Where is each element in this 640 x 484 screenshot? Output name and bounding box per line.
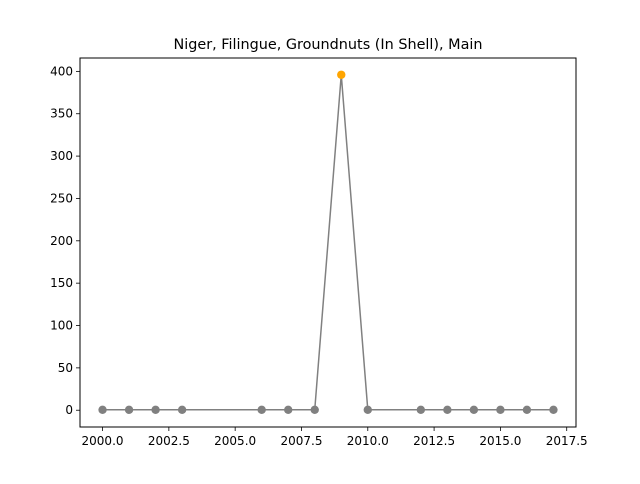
x-tick-label: 2007.5 (280, 434, 322, 448)
y-tick-label: 50 (58, 361, 73, 375)
y-tick-label: 300 (50, 149, 73, 163)
x-tick-label: 2005.0 (214, 434, 256, 448)
x-tick-label: 2017.5 (546, 434, 588, 448)
data-point (522, 405, 532, 415)
data-point (284, 405, 293, 415)
data-point (469, 405, 479, 415)
y-tick-label: 0 (65, 403, 73, 417)
y-tick-label: 100 (50, 319, 73, 333)
plot-area (98, 70, 558, 415)
y-tick-label: 150 (50, 276, 73, 290)
axes-frame (79, 57, 577, 428)
data-point (363, 405, 372, 415)
data-point (310, 405, 319, 415)
data-point (98, 405, 107, 415)
x-tick-label: 2000.0 (82, 434, 124, 448)
data-point (151, 405, 160, 415)
data-point (124, 405, 134, 415)
x-tick-label: 2015.0 (479, 434, 521, 448)
data-point (177, 405, 187, 415)
highlight-point (337, 70, 346, 79)
x-axis: 2000.0 2002.5 2005.0 2007.5 2010.0 2012.5 2015… (82, 427, 588, 448)
x-tick-label: 2010.0 (347, 434, 389, 448)
chart-title: Niger, Filingue, Groundnuts (In Shell), … (173, 37, 482, 53)
y-tick-label: 350 (50, 107, 73, 121)
data-point (416, 405, 426, 415)
y-tick-label: 200 (50, 234, 73, 248)
y-tick-label: 250 (50, 191, 73, 205)
data-point (496, 405, 505, 415)
data-point (443, 405, 452, 415)
data-point (549, 405, 558, 415)
y-axis: 0 50 100 150 200 250 300 350 400 (50, 64, 80, 417)
x-tick-label: 2002.5 (148, 434, 190, 448)
y-tick-label: 400 (50, 64, 73, 78)
data-point (257, 405, 266, 415)
x-tick-label: 2012.5 (413, 434, 455, 448)
